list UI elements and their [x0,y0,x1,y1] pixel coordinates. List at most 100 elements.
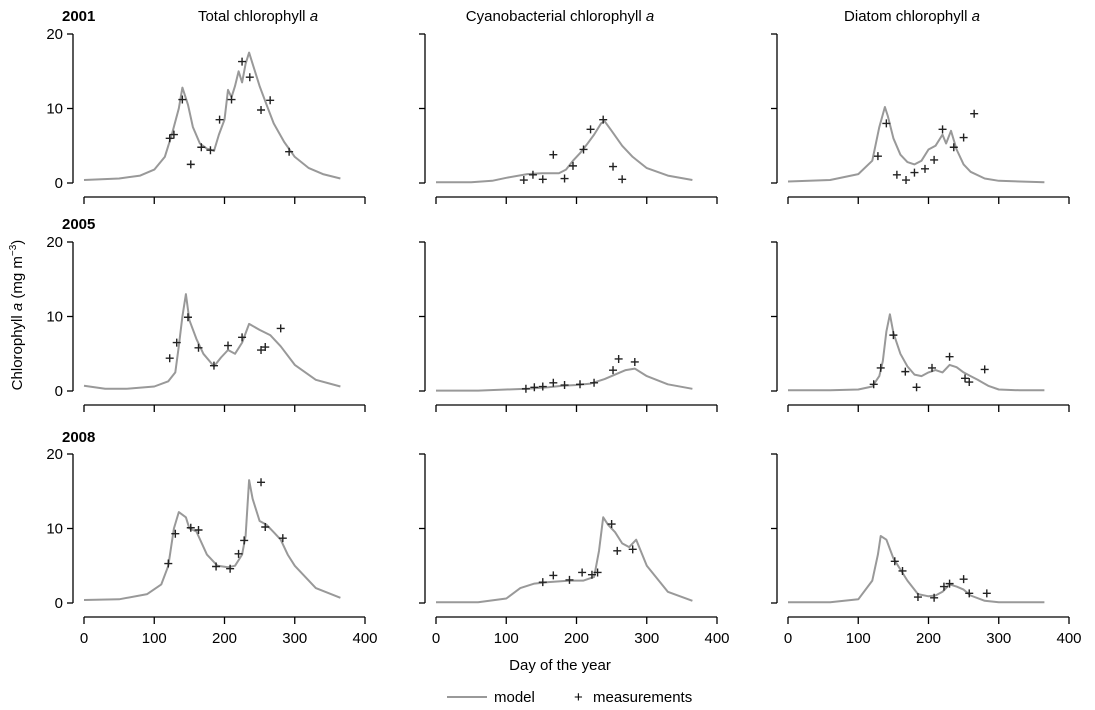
measurement-point [171,529,180,538]
measurement-point [869,380,878,389]
chart-panel-2005-0: 0 10 20 [46,234,366,412]
measurement-point [928,363,937,372]
measurement-point [194,525,203,534]
measurement-point [227,95,236,104]
chart-panel-2001-1 [419,33,718,204]
measurement-point [630,357,639,366]
measurement-point [613,546,622,555]
measurement-point [172,338,181,347]
x-tick-label: 0 [784,630,792,647]
measurement-point [593,568,602,577]
measurement-point [568,161,577,170]
measurement-point [261,523,270,532]
measurement-point [261,343,270,352]
measurement-point [538,175,547,184]
model-line [788,535,1045,604]
measurement-point [238,57,247,66]
year-label-2001: 2001 [62,8,95,25]
measurement-point [565,575,574,584]
measurement-point [257,346,266,355]
model-line [83,51,341,181]
measurement-point [521,384,530,393]
measurement-point [560,174,569,183]
measurement-point [930,155,939,164]
measurement-point [590,378,599,387]
measurement-point [609,366,618,375]
x-axis-label: Day of the year [509,657,611,674]
year-label-2008: 2008 [62,429,95,446]
measurement-point [599,115,608,124]
measurement-point [965,589,974,598]
measurement-point [560,381,569,390]
x-tick-label: 0 [80,630,88,647]
measurement-point [186,523,195,532]
measurement-point [212,562,221,571]
column-title-diatom: Diatom chlorophyll a [844,8,980,25]
x-tick-label: 100 [846,630,871,647]
x-tick-label: 400 [704,630,729,647]
measurement-point [578,568,587,577]
x-tick-label: 200 [212,630,237,647]
chart-panel-2005-1 [419,241,718,412]
measurement-point [901,367,910,376]
model-line [436,516,693,604]
measurement-point [165,134,174,143]
measurement-point [576,380,585,389]
measurement-point [889,331,898,340]
measurement-point [614,354,623,363]
model-line [83,479,341,601]
measurement-point [519,176,528,185]
measurement-point [607,520,616,529]
measurement-point [226,564,235,573]
x-tick-label: 300 [986,630,1011,647]
measurement-point [579,145,588,154]
model-line [436,367,693,392]
y-tick-label: 20 [46,26,63,43]
chart-panel-2001-2 [771,33,1070,204]
measurement-point [530,383,539,392]
measurement-point [912,383,921,392]
measurement-point [628,545,637,554]
measurement-point [528,170,537,179]
model-line [788,313,1045,392]
x-tick-label: 200 [916,630,941,647]
measurement-point [939,582,948,591]
measurement-point [209,361,218,370]
measurement-point [538,382,547,391]
measurement-point [178,95,187,104]
measurement-point [898,566,907,575]
year-label-2005: 2005 [62,216,95,233]
x-tick-label: 200 [564,630,589,647]
y-tick-label: 0 [55,175,63,192]
measurement-point [876,363,885,372]
measurement-point [930,593,939,602]
chart-panel-2001-0: 0 10 20 [46,26,366,204]
measurement-point [959,575,968,584]
measurement-point [276,324,285,333]
measurement-point [587,570,596,579]
measurement-point [164,559,173,568]
x-tick-label: 100 [494,630,519,647]
measurement-point [890,557,899,566]
column-title-cyanobacterial: Cyanobacterial chlorophyll a [466,8,654,25]
measurement-point [165,354,174,363]
y-tick-label: 10 [46,309,63,326]
measurement-point [186,160,195,169]
measurement-point [206,146,215,155]
measurement-point [549,378,558,387]
measurement-point [197,143,206,152]
measurement-point [949,143,958,152]
measurement-point [902,176,911,185]
y-tick-label: 20 [46,234,63,251]
measurement-point [892,170,901,179]
measurement-point [586,125,595,134]
model-line [83,293,341,390]
y-axis-label: Chlorophyll a (mg m−3) [8,240,26,391]
measurement-point [538,578,547,587]
measurement-point [224,341,233,350]
measurement-point [549,150,558,159]
measurement-point [965,378,974,387]
